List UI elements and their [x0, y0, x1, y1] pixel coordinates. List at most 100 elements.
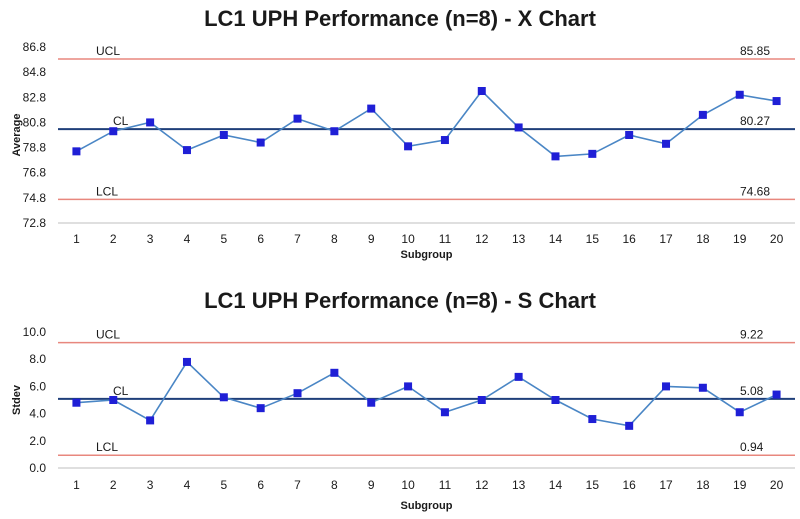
data-point — [72, 147, 81, 156]
y-tick-label: 4.0 — [29, 407, 46, 421]
data-point — [698, 110, 707, 119]
y-tick-label: 82.8 — [23, 90, 47, 104]
series-line — [76, 360, 777, 427]
data-point — [367, 398, 376, 407]
data-point — [182, 146, 191, 155]
data-point — [146, 416, 155, 425]
data-point — [219, 131, 228, 139]
data-point — [109, 396, 118, 404]
y-axis-label: Average — [11, 113, 23, 156]
x-tick-label: 11 — [439, 478, 452, 492]
ucl-value-label: 9.22 — [740, 328, 764, 342]
x-tick-label: 17 — [659, 478, 673, 492]
data-point — [404, 382, 413, 391]
data-point — [588, 149, 597, 158]
x-axis-label: Subgroup — [401, 249, 453, 261]
x-tick-label: 5 — [220, 478, 227, 492]
x-tick-label: 4 — [184, 232, 191, 246]
x-tick-label: 19 — [733, 478, 747, 492]
data-point — [256, 138, 265, 147]
ucl-value-label: 85.85 — [740, 44, 770, 58]
x-tick-label: 8 — [331, 478, 338, 492]
x-tick-label: 15 — [586, 478, 600, 492]
x-tick-label: 13 — [512, 232, 526, 246]
x-tick-label: 12 — [475, 232, 489, 246]
data-point — [662, 382, 671, 391]
x-tick-label: 10 — [401, 478, 415, 492]
data-point — [293, 389, 302, 398]
x-tick-label: 9 — [368, 232, 375, 246]
x-tick-label: 20 — [770, 478, 784, 492]
data-point — [146, 118, 155, 127]
cl-label: CL — [113, 384, 129, 398]
x-tick-label: 3 — [147, 232, 154, 246]
data-point — [182, 357, 191, 366]
x-tick-label: 18 — [696, 478, 710, 492]
data-point — [698, 383, 707, 392]
y-tick-label: 72.8 — [23, 216, 47, 230]
data-point — [772, 390, 781, 399]
x-tick-label: 8 — [331, 232, 338, 246]
s-chart: LC1 UPH Performance (n=8) - S Chart Stdev… — [11, 288, 795, 512]
x-tick-label: 9 — [368, 478, 375, 492]
x-tick-label: 2 — [110, 478, 117, 492]
x-tick-label: 12 — [475, 478, 489, 492]
data-point — [551, 152, 560, 161]
x-tick-label: 1 — [73, 478, 80, 492]
y-tick-label: 84.8 — [23, 65, 47, 79]
data-point — [109, 127, 118, 136]
y-tick-label: 6.0 — [29, 379, 46, 393]
data-point — [588, 415, 597, 424]
data-point — [477, 396, 486, 404]
data-point — [514, 372, 523, 381]
x-tick-label: 10 — [401, 232, 415, 246]
x-tick-label: 11 — [439, 232, 452, 246]
cl-value-label: 80.27 — [740, 114, 770, 128]
x-tick-label: 16 — [622, 478, 636, 492]
x-tick-label: 15 — [586, 232, 600, 246]
y-tick-label: 74.8 — [23, 191, 47, 205]
data-point — [735, 90, 744, 99]
y-tick-label: 80.8 — [23, 115, 47, 129]
x-tick-label: 19 — [733, 232, 747, 246]
data-point — [440, 408, 449, 417]
data-point — [404, 142, 413, 151]
chart-title: LC1 UPH Performance (n=8) - X Chart — [204, 6, 596, 31]
data-point — [72, 398, 81, 407]
x-tick-label: 14 — [549, 478, 563, 492]
data-point — [256, 404, 265, 413]
x-tick-label: 4 — [184, 478, 191, 492]
x-tick-label: 1 — [73, 232, 80, 246]
cl-label: CL — [113, 114, 129, 128]
data-point — [440, 136, 449, 145]
lcl-value-label: 74.68 — [740, 184, 770, 198]
x-tick-label: 6 — [257, 478, 264, 492]
data-point — [330, 127, 339, 136]
x-tick-label: 7 — [294, 478, 301, 492]
chart-title: LC1 UPH Performance (n=8) - S Chart — [204, 288, 596, 313]
y-tick-label: 0.0 — [29, 461, 46, 475]
y-tick-label: 76.8 — [23, 166, 47, 180]
x-tick-label: 5 — [220, 232, 227, 246]
x-tick-label: 6 — [257, 232, 264, 246]
x-axis-label: Subgroup — [401, 500, 453, 512]
y-axis-label: Stdev — [11, 384, 23, 415]
y-tick-label: 2.0 — [29, 434, 46, 448]
data-point — [625, 131, 634, 139]
ucl-label: UCL — [96, 328, 120, 342]
x-tick-label: 16 — [622, 232, 636, 246]
lcl-value-label: 0.94 — [740, 440, 764, 454]
ucl-label: UCL — [96, 44, 120, 58]
data-point — [735, 408, 744, 417]
data-point — [367, 104, 376, 113]
x-tick-label: 13 — [512, 478, 526, 492]
y-tick-label: 10.0 — [23, 325, 47, 339]
y-tick-label: 8.0 — [29, 352, 46, 366]
x-chart: LC1 UPH Performance (n=8) - X Chart Avera… — [11, 6, 795, 261]
data-point — [293, 114, 302, 123]
data-point — [551, 396, 560, 404]
x-tick-label: 17 — [659, 232, 673, 246]
series-line — [76, 89, 777, 158]
x-tick-label: 3 — [147, 478, 154, 492]
data-point — [625, 421, 634, 430]
